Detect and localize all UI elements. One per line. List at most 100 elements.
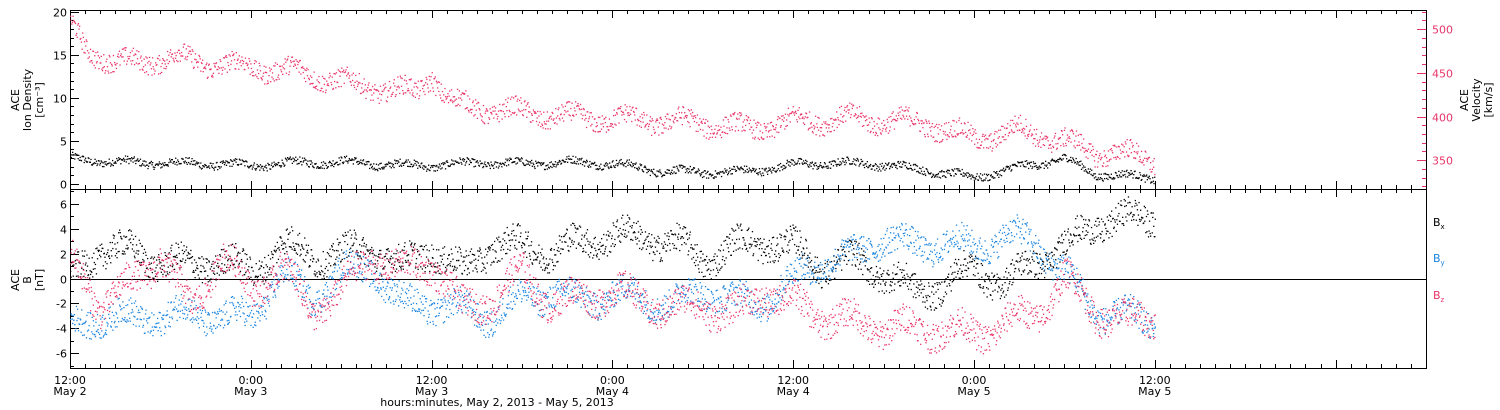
velocity-point	[772, 126, 774, 128]
density-point	[269, 168, 271, 170]
bx-point	[228, 269, 230, 271]
velocity-point	[710, 125, 712, 127]
density-point	[716, 173, 719, 175]
bx-point	[236, 254, 238, 257]
velocity-point	[692, 117, 694, 119]
velocity-point	[141, 60, 143, 62]
velocity-point	[299, 59, 301, 62]
bx-point	[459, 264, 461, 267]
bx-point	[154, 275, 157, 277]
velocity-point	[877, 135, 879, 137]
density-point	[143, 160, 146, 162]
density-point	[952, 170, 955, 172]
density-point	[253, 164, 255, 166]
velocity-point	[748, 117, 750, 119]
velocity-point	[1079, 133, 1081, 136]
density-point	[89, 161, 91, 163]
density-point	[628, 162, 630, 164]
bx-point	[486, 254, 488, 256]
velocity-point	[522, 114, 524, 117]
velocity-point	[948, 136, 950, 138]
velocity-point	[241, 59, 244, 62]
bx-point	[586, 238, 588, 240]
bx-point	[604, 248, 606, 250]
velocity-point	[837, 119, 840, 121]
velocity-point	[878, 127, 880, 129]
density-point	[127, 158, 129, 160]
velocity-point	[356, 80, 358, 82]
velocity-point	[519, 110, 521, 113]
velocity-point	[544, 128, 547, 130]
density-point	[125, 161, 127, 163]
density-point	[331, 164, 333, 166]
bx-point	[116, 257, 118, 259]
velocity-point	[617, 107, 620, 109]
velocity-point	[888, 116, 890, 118]
bx-point	[621, 233, 623, 236]
velocity-tick-label: 500	[1432, 24, 1453, 37]
bx-point	[112, 247, 114, 250]
velocity-point	[252, 75, 254, 77]
density-point	[609, 162, 611, 164]
velocity-point	[316, 79, 318, 81]
density-point	[203, 166, 205, 168]
velocity-point	[650, 120, 652, 123]
density-point	[706, 171, 708, 174]
velocity-point	[277, 74, 280, 76]
density-point	[520, 157, 523, 159]
density-point	[99, 164, 101, 166]
velocity-point	[141, 68, 143, 70]
velocity-point	[350, 81, 352, 83]
bx-point	[132, 238, 135, 240]
density-point	[828, 167, 830, 169]
velocity-point	[933, 136, 935, 138]
density-point	[766, 171, 768, 173]
density-point	[883, 165, 885, 167]
density-point	[1013, 164, 1015, 166]
density-point	[392, 165, 394, 167]
velocity-point	[282, 67, 284, 69]
velocity-point	[1078, 144, 1081, 146]
velocity-point	[485, 108, 488, 110]
velocity-point	[909, 125, 911, 127]
density-point	[301, 164, 303, 166]
bx-point	[650, 246, 652, 249]
density-point	[103, 161, 106, 163]
bx-point	[498, 236, 500, 238]
bx-point	[664, 233, 666, 235]
velocity-point	[701, 120, 703, 122]
velocity-point	[152, 57, 154, 59]
velocity-point	[348, 77, 350, 79]
velocity-point	[899, 111, 901, 113]
velocity-point	[1099, 153, 1101, 155]
density-point	[956, 168, 959, 170]
velocity-point	[400, 85, 403, 87]
velocity-point	[880, 133, 882, 135]
velocity-point	[278, 78, 280, 80]
bx-point	[596, 256, 598, 258]
bx-point	[530, 241, 533, 243]
density-point	[400, 165, 403, 167]
density-point	[921, 173, 923, 175]
velocity-point	[973, 131, 975, 133]
velocity-point	[517, 108, 520, 110]
bx-point	[422, 249, 425, 251]
density-point	[208, 165, 210, 167]
bx-point	[398, 243, 400, 246]
velocity-point	[614, 123, 616, 125]
density-point	[295, 160, 298, 162]
density-point	[712, 177, 714, 179]
x-tick-label-time: 0:00	[238, 374, 263, 387]
density-point	[910, 167, 912, 170]
density-point	[632, 163, 634, 165]
velocity-point	[775, 124, 777, 126]
density-point	[1144, 181, 1146, 183]
density-point	[1036, 166, 1038, 169]
density-point	[376, 168, 378, 171]
velocity-point	[420, 80, 422, 82]
density-point	[894, 164, 896, 166]
velocity-point	[149, 64, 151, 66]
density-point	[848, 159, 850, 161]
density-point	[1032, 161, 1035, 163]
density-point	[868, 164, 870, 167]
